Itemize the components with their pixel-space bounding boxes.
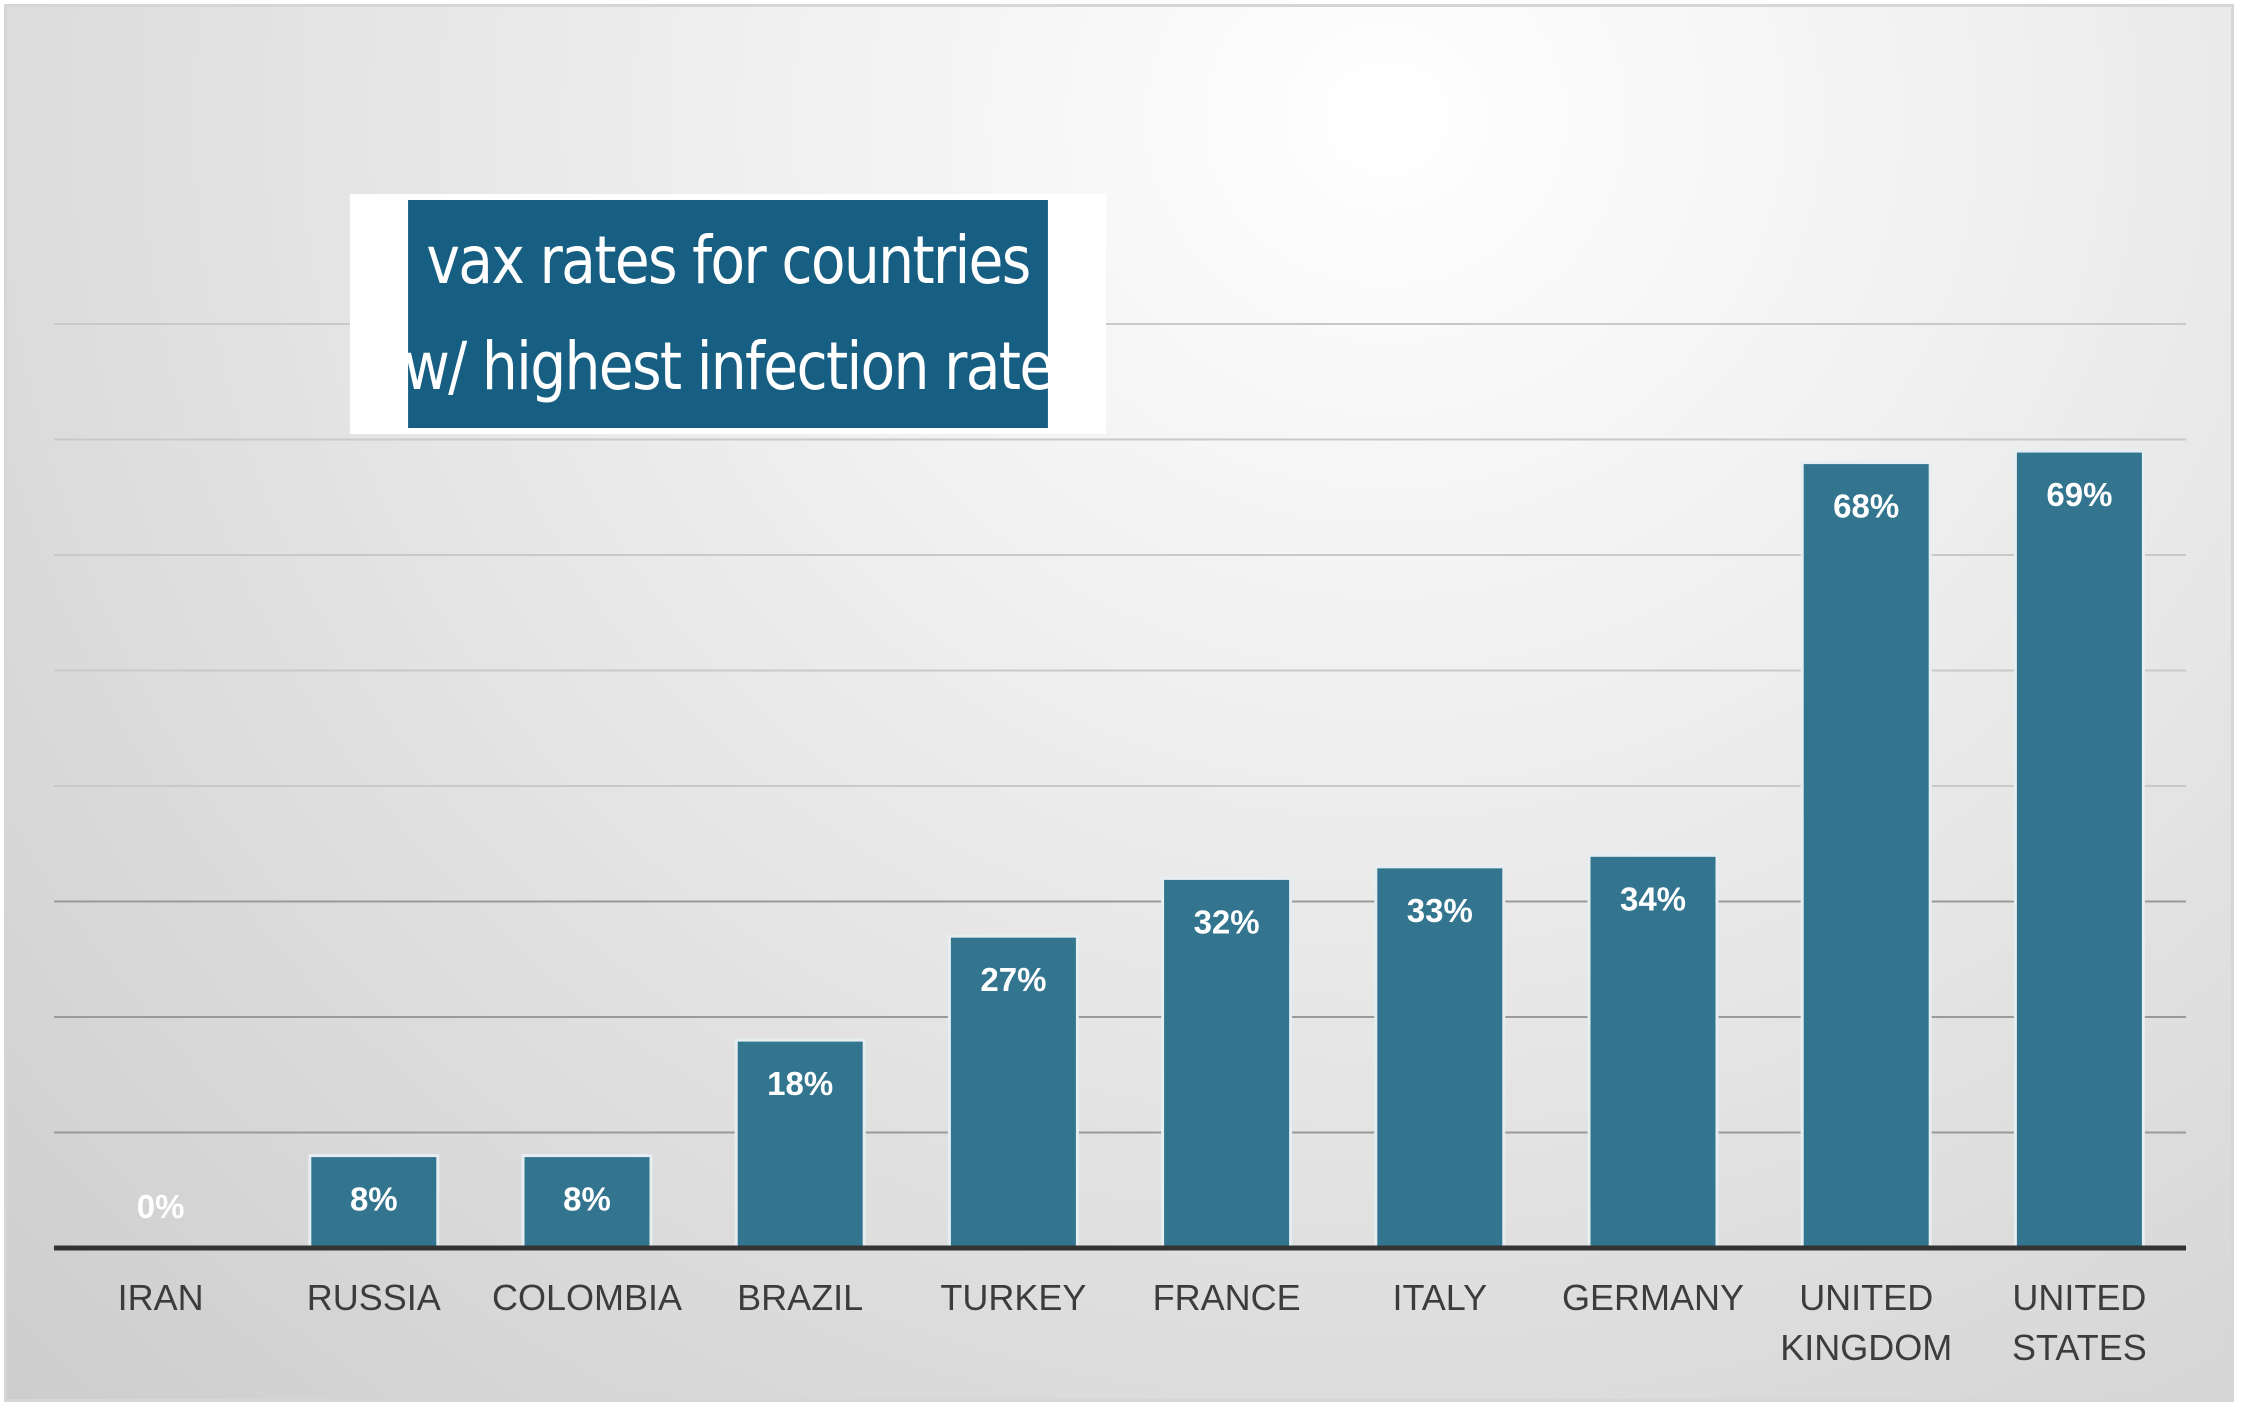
bar: [734, 1038, 866, 1250]
bar: [521, 1154, 653, 1250]
category-label: UNITED: [1799, 1277, 1933, 1318]
category-label: COLOMBIA: [492, 1277, 682, 1318]
category-label: TURKEY: [940, 1277, 1086, 1318]
value-label: 18%: [767, 1065, 833, 1102]
value-labels: 0% 8% 8% 18% 27% 32% 33% 34% 68% 69%: [137, 476, 2113, 1225]
category-label: ITALY: [1392, 1277, 1487, 1318]
category-label: UNITED: [2012, 1277, 2146, 1318]
chart-title-line-1: vax rates for countries: [426, 222, 1031, 299]
value-label: 27%: [980, 961, 1046, 998]
category-label: KINGDOM: [1780, 1327, 1952, 1368]
chart-title-box: vax rates for countries w/ highest infec…: [350, 194, 1106, 434]
value-label: 32%: [1194, 903, 1260, 940]
value-label: 0%: [137, 1188, 185, 1225]
value-label: 8%: [350, 1181, 398, 1218]
bar: [1374, 865, 1506, 1250]
bar: [1161, 876, 1293, 1250]
category-labels: IRAN RUSSIA COLOMBIA BRAZIL TURKEY FRANCE ITAL…: [118, 1277, 2147, 1368]
value-label: 68%: [1833, 488, 1899, 525]
bar: [1800, 461, 1932, 1250]
chart-title: vax rates for countries w/ highest infec…: [403, 200, 1054, 428]
category-label: IRAN: [118, 1277, 204, 1318]
category-label: RUSSIA: [307, 1277, 441, 1318]
value-label: 34%: [1620, 880, 1686, 917]
category-label: GERMANY: [1562, 1277, 1744, 1318]
bar: [947, 934, 1079, 1250]
chart-title-line-2: w/ highest infection rate: [403, 328, 1054, 405]
value-label: 69%: [2046, 476, 2112, 513]
value-label: 8%: [563, 1181, 611, 1218]
category-label: STATES: [2012, 1327, 2147, 1368]
bars: [308, 449, 2145, 1250]
category-label: BRAZIL: [737, 1277, 863, 1318]
value-label: 33%: [1407, 892, 1473, 929]
bar: [2013, 449, 2145, 1250]
bar: [1587, 853, 1719, 1250]
category-label: FRANCE: [1153, 1277, 1301, 1318]
